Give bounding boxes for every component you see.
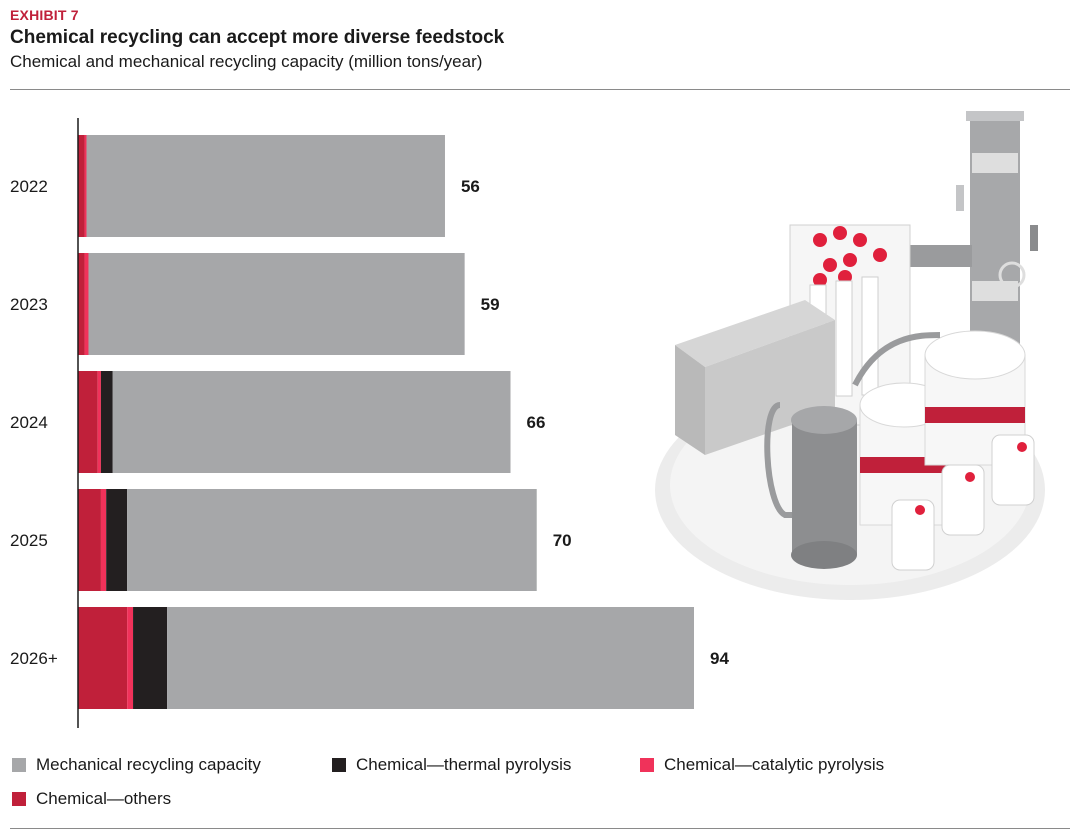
legend-item-thermal: Chemical—thermal pyrolysis <box>332 755 571 775</box>
bar-segment-chemical-others-2022 <box>78 135 85 237</box>
bar-segment-chemical-others-2026 <box>78 607 128 709</box>
category-label-2025: 2025 <box>10 531 48 550</box>
bar-segment-chemical-others-2025 <box>78 489 101 591</box>
bar-segment-chemical-catalytic-pyrolysis-2026 <box>127 607 134 709</box>
top-divider <box>10 89 1070 90</box>
legend-label-catalytic: Chemical—catalytic pyrolysis <box>664 755 885 774</box>
legend-label-thermal: Chemical—thermal pyrolysis <box>356 755 572 774</box>
legend-item-others: Chemical—others <box>12 789 171 809</box>
legend-swatch-others <box>12 792 26 806</box>
bar-segment-mechanical-recycling-capacity-2026 <box>167 607 694 709</box>
total-label-2022: 56 <box>461 177 480 196</box>
bar-segment-mechanical-recycling-capacity-2022 <box>86 135 445 237</box>
category-labels: 2022 2023 2024 2025 2026+ <box>10 177 58 668</box>
category-label-2024: 2024 <box>10 413 48 432</box>
category-label-2023: 2023 <box>10 295 48 314</box>
bar-segment-chemical-thermal-pyrolysis-2025 <box>106 489 128 591</box>
total-label-2024: 66 <box>527 413 546 432</box>
legend-label-others: Chemical—others <box>36 789 172 808</box>
bar-segment-mechanical-recycling-capacity-2024 <box>112 371 511 473</box>
bar-segment-chemical-catalytic-pyrolysis-2024 <box>97 371 101 473</box>
bar-segment-mechanical-recycling-capacity-2023 <box>88 253 465 355</box>
bar-segment-mechanical-recycling-capacity-2025 <box>127 489 537 591</box>
bar-segment-chemical-catalytic-pyrolysis-2022 <box>84 135 87 237</box>
legend-swatch-catalytic <box>640 758 654 772</box>
bar-segment-chemical-catalytic-pyrolysis-2025 <box>100 489 107 591</box>
chart-title: Chemical recycling can accept more diver… <box>10 27 505 48</box>
category-label-2026: 2026+ <box>10 649 58 668</box>
bar-segment-chemical-catalytic-pyrolysis-2023 <box>84 253 89 355</box>
legend-label-mechanical: Mechanical recycling capacity <box>36 755 261 774</box>
legend-swatch-mechanical <box>12 758 26 772</box>
total-label-2026: 94 <box>710 649 729 668</box>
exhibit-label: EXHIBIT 7 <box>10 7 79 23</box>
bar-segment-chemical-thermal-pyrolysis-2024 <box>100 371 113 473</box>
legend-item-catalytic: Chemical—catalytic pyrolysis <box>640 755 884 775</box>
legend-item-mechanical: Mechanical recycling capacity <box>12 755 261 775</box>
bar-segment-chemical-others-2023 <box>78 253 85 355</box>
stacked-bar-chart: 2022 2023 2024 2025 2026+ 56 59 66 70 94 <box>10 118 729 728</box>
bar-segment-chemical-others-2024 <box>78 371 98 473</box>
total-labels: 56 59 66 70 94 <box>461 177 729 668</box>
category-label-2022: 2022 <box>10 177 48 196</box>
bottom-divider <box>10 828 1070 829</box>
legend-swatch-thermal <box>332 758 346 772</box>
bars-layer <box>78 135 694 709</box>
total-label-2025: 70 <box>553 531 572 550</box>
total-label-2023: 59 <box>481 295 500 314</box>
bar-segment-chemical-thermal-pyrolysis-2026 <box>133 607 168 709</box>
recycling-plant-illustration <box>655 111 1045 600</box>
chart-subtitle: Chemical and mechanical recycling capaci… <box>10 52 483 71</box>
